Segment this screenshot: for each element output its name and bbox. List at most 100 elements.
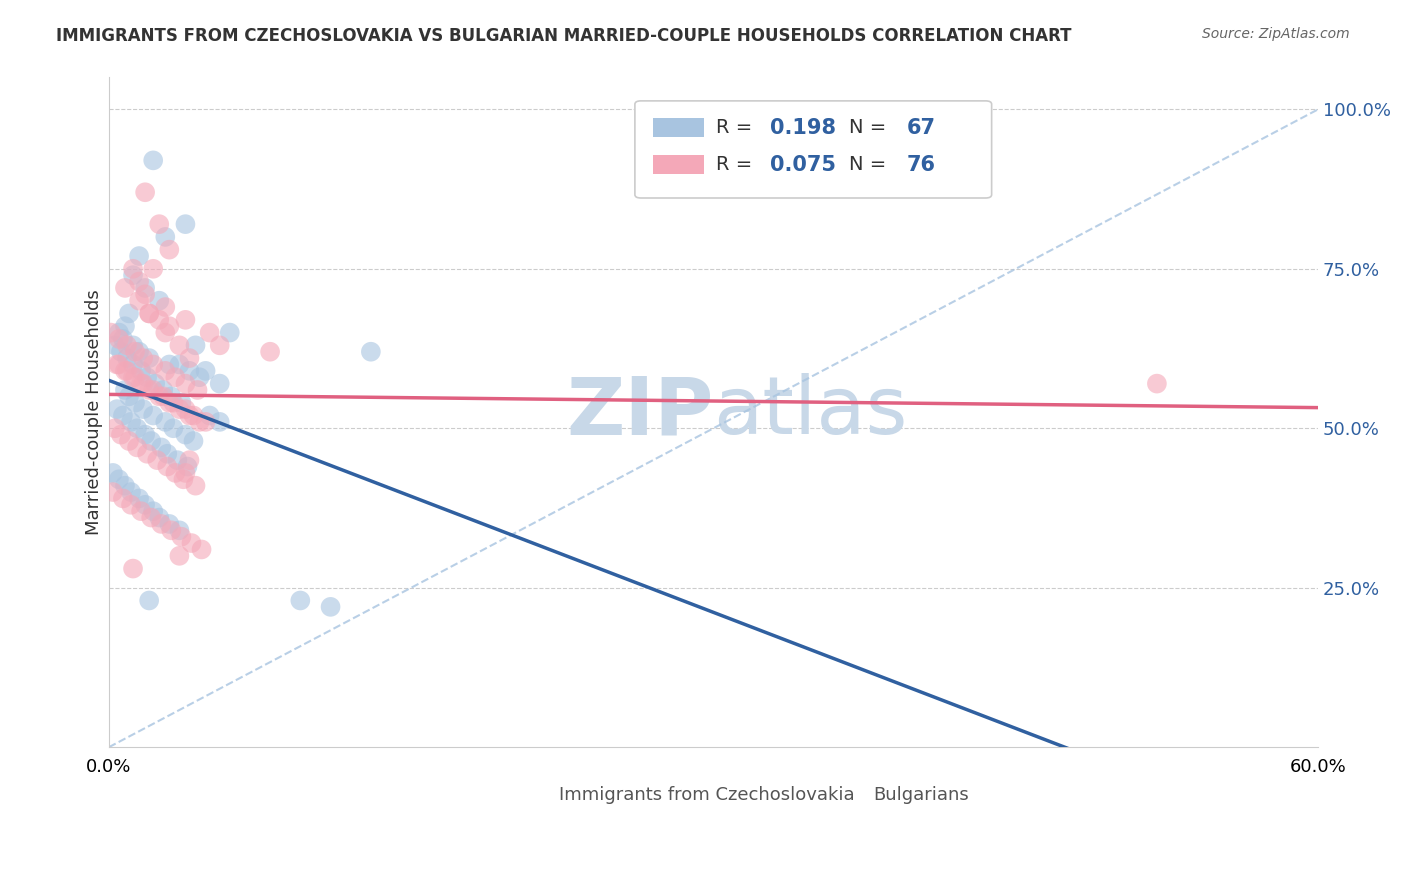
Point <box>142 383 165 397</box>
Point <box>108 472 131 486</box>
Point <box>259 344 281 359</box>
Point <box>180 536 202 550</box>
Point <box>169 524 191 538</box>
Point <box>138 306 160 320</box>
Point <box>104 338 127 352</box>
Point <box>132 402 155 417</box>
Point <box>157 516 180 531</box>
Point <box>141 510 163 524</box>
Point <box>101 466 124 480</box>
Text: 67: 67 <box>907 118 936 137</box>
Point <box>142 504 165 518</box>
Point <box>129 376 152 391</box>
Point <box>138 593 160 607</box>
Point <box>118 306 141 320</box>
Point <box>169 402 191 417</box>
Point <box>108 326 131 340</box>
Point <box>105 358 128 372</box>
Point <box>155 415 177 429</box>
Text: N =: N = <box>849 118 893 137</box>
Point <box>360 344 382 359</box>
Point <box>198 326 221 340</box>
Point <box>108 358 131 372</box>
Point <box>165 466 187 480</box>
Point <box>128 344 150 359</box>
Text: atlas: atlas <box>713 374 908 451</box>
Point <box>155 326 177 340</box>
Point <box>150 516 173 531</box>
Text: 0.075: 0.075 <box>770 154 837 175</box>
Point <box>115 364 138 378</box>
Point <box>125 441 148 455</box>
Point <box>155 364 177 378</box>
Point <box>156 447 179 461</box>
Point <box>170 530 193 544</box>
FancyBboxPatch shape <box>515 785 548 804</box>
Point <box>174 217 197 231</box>
Point <box>208 376 231 391</box>
Point <box>208 415 231 429</box>
Point <box>194 415 217 429</box>
Point <box>141 434 163 448</box>
Text: R =: R = <box>716 118 758 137</box>
Point <box>142 358 165 372</box>
Point <box>125 421 148 435</box>
FancyBboxPatch shape <box>652 155 704 174</box>
Point <box>194 364 217 378</box>
Point <box>115 351 138 365</box>
Point <box>179 351 201 365</box>
Point <box>120 415 142 429</box>
Point <box>128 293 150 308</box>
Point <box>111 491 134 506</box>
Point <box>146 453 169 467</box>
Point <box>118 434 141 448</box>
Point <box>186 383 208 397</box>
Point <box>174 402 197 417</box>
FancyBboxPatch shape <box>652 119 704 137</box>
Point <box>122 268 145 282</box>
Point <box>170 396 193 410</box>
Point <box>122 561 145 575</box>
Point <box>184 478 207 492</box>
Point <box>172 472 194 486</box>
Point <box>142 409 165 423</box>
Point <box>101 485 124 500</box>
Point <box>169 358 191 372</box>
Point <box>110 427 132 442</box>
Text: 76: 76 <box>907 154 936 175</box>
Point <box>134 287 156 301</box>
Point <box>136 370 159 384</box>
Point <box>160 389 183 403</box>
Point <box>104 421 127 435</box>
Point <box>174 376 197 391</box>
Point <box>174 466 197 480</box>
Point <box>162 396 184 410</box>
Point <box>124 396 146 410</box>
Point <box>152 389 174 403</box>
Point <box>114 364 136 378</box>
Point <box>129 504 152 518</box>
Point <box>122 338 145 352</box>
Point <box>179 409 201 423</box>
Point <box>143 376 166 391</box>
Point <box>148 510 170 524</box>
Point <box>183 434 205 448</box>
Point <box>128 491 150 506</box>
Point <box>108 332 131 346</box>
Point <box>155 230 177 244</box>
Y-axis label: Married-couple Households: Married-couple Households <box>86 289 103 535</box>
Point <box>129 364 152 378</box>
Point <box>142 153 165 168</box>
Point <box>148 217 170 231</box>
Text: N =: N = <box>849 155 893 174</box>
Point <box>122 261 145 276</box>
Point <box>157 243 180 257</box>
Point <box>165 370 187 384</box>
Point <box>179 453 201 467</box>
Point <box>176 459 198 474</box>
Point <box>174 427 197 442</box>
Point <box>111 409 134 423</box>
Point <box>160 524 183 538</box>
Point <box>110 344 132 359</box>
Point <box>188 370 211 384</box>
